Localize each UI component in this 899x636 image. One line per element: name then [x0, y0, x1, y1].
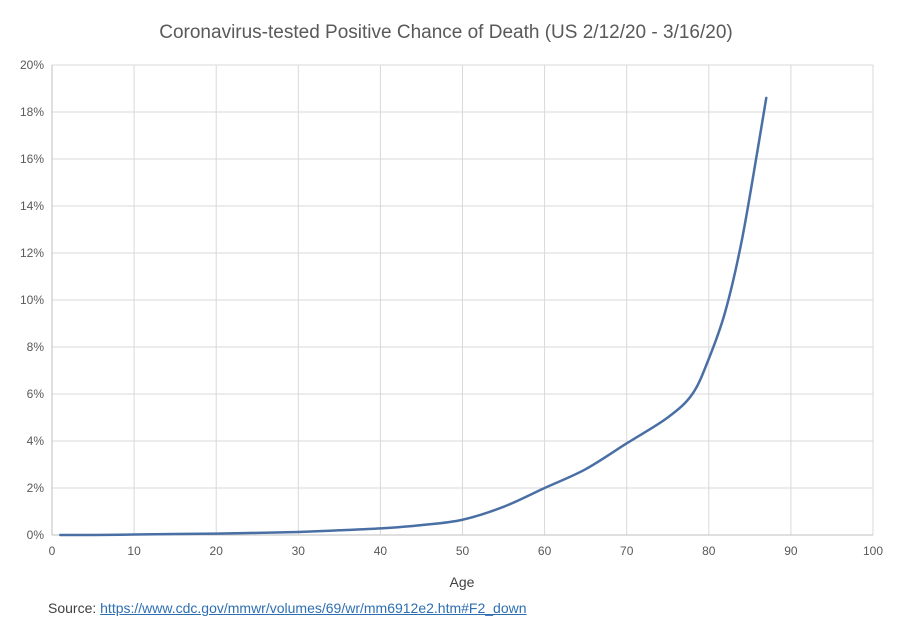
source-label: Source:	[48, 600, 97, 616]
x-tick-label: 70	[620, 544, 634, 558]
x-tick-label: 20	[210, 544, 224, 558]
x-tick-label: 100	[863, 544, 883, 558]
chart: Coronavirus-tested Positive Chance of De…	[20, 22, 883, 590]
x-tick-label: 50	[456, 544, 470, 558]
x-tick-label: 80	[702, 544, 716, 558]
y-tick-label: 10%	[20, 293, 44, 307]
source-line: Source: https://www.cdc.gov/mmwr/volumes…	[48, 600, 527, 616]
tick-labels: 0% 2% 4% 6% 8% 10% 12% 14% 16% 18% 20% 0 10 20 30 40 50 6…	[20, 58, 883, 558]
y-tick-label: 16%	[20, 152, 44, 166]
y-tick-label: 2%	[27, 481, 45, 495]
chart-title: Coronavirus-tested Positive Chance of De…	[159, 22, 732, 43]
y-tick-label: 12%	[20, 246, 44, 260]
series-layer	[58, 96, 768, 537]
x-tick-label: 60	[538, 544, 552, 558]
x-axis-label: Age	[450, 574, 475, 590]
y-tick-label: 18%	[20, 105, 44, 119]
source-link[interactable]: https://www.cdc.gov/mmwr/volumes/69/wr/m…	[100, 600, 527, 616]
series-line	[58, 96, 768, 537]
gridlines	[52, 64, 874, 535]
y-tick-label: 0%	[27, 528, 45, 542]
y-tick-label: 6%	[27, 387, 45, 401]
x-tick-label: 90	[784, 544, 798, 558]
x-tick-label: 30	[292, 544, 306, 558]
y-tick-label: 14%	[20, 199, 44, 213]
y-tick-label: 4%	[27, 434, 45, 448]
x-tick-label: 10	[127, 544, 141, 558]
x-tick-label: 40	[374, 544, 388, 558]
y-tick-label: 20%	[20, 58, 44, 72]
y-tick-label: 8%	[27, 340, 45, 354]
x-tick-label: 0	[49, 544, 56, 558]
